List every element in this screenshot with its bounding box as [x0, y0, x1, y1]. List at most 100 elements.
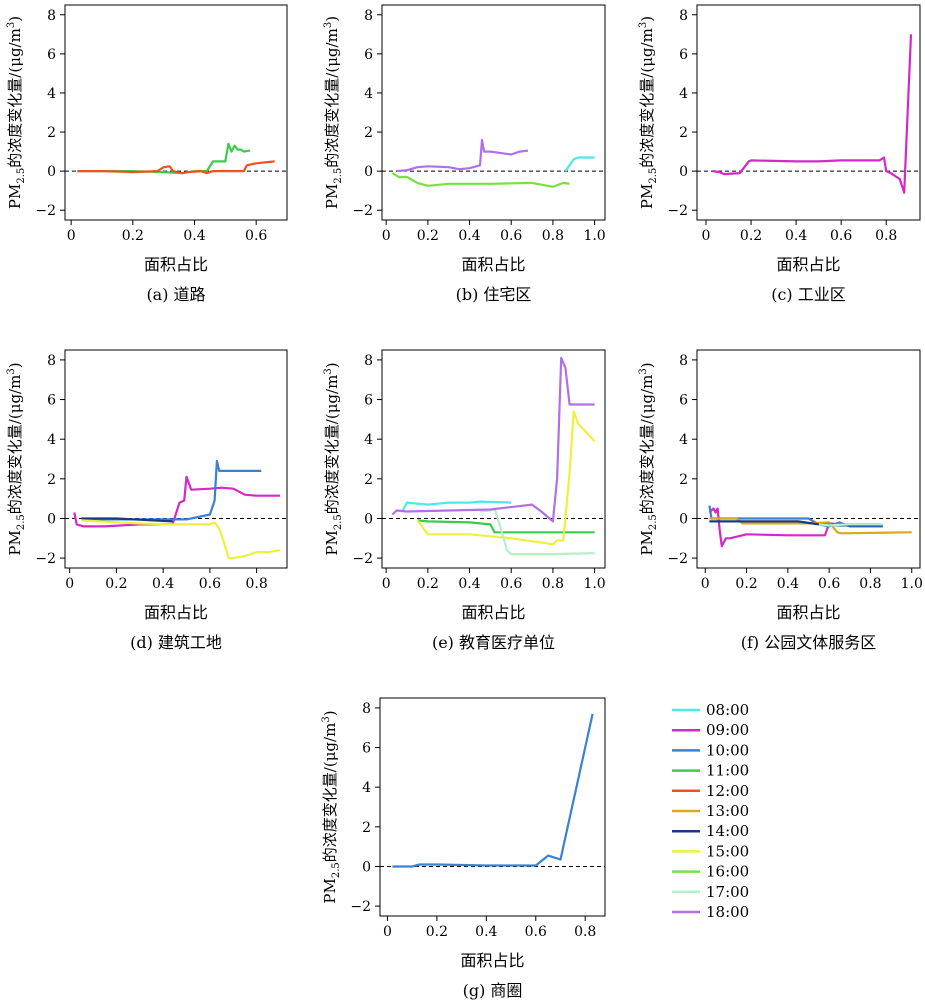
panel-caption: (b) 住宅区: [456, 285, 532, 304]
y-tick-label: 6: [362, 741, 371, 757]
y-axis-label-part: 2.5: [331, 862, 342, 878]
x-axis-label: 面积占比: [144, 255, 208, 274]
y-tick-label: 2: [679, 125, 688, 141]
y-tick-label: 0: [364, 511, 373, 527]
y-axis-label-part: 的浓度变化量/(μg/m: [321, 723, 339, 863]
y-axis-label-part: 3: [6, 22, 17, 28]
y-tick-label: 8: [364, 353, 373, 369]
legend: 08:00 09:00 10:00 11:00 12:00 13:00 14:00 15:00…: [672, 701, 749, 921]
y-tick-label: 8: [679, 8, 688, 24]
series-line: [81, 519, 281, 560]
legend-label: 16:00: [706, 863, 749, 881]
y-axis-label-part: PM: [321, 878, 339, 903]
series-line: [81, 517, 173, 523]
y-tick-label: 0: [679, 164, 688, 180]
y-axis-label-part: 的浓度变化量/(μg/m: [638, 28, 656, 168]
panel-caption: (f) 公园文体服务区: [741, 633, 877, 652]
y-axis-label-part: PM: [323, 184, 341, 209]
y-axis-label-part: 的浓度变化量/(μg/m: [638, 375, 656, 515]
y-axis-label-part: 2.5: [648, 168, 659, 184]
y-axis-label-part: 的浓度变化量/(μg/m: [6, 28, 24, 168]
y-axis-label-part: ): [6, 16, 24, 22]
y-tick-label: 6: [47, 393, 56, 409]
y-tick-label: 4: [679, 86, 688, 102]
x-tick-label: 0.2: [417, 228, 439, 244]
legend-label: 10:00: [706, 741, 749, 759]
y-axis-label-part: ): [323, 362, 341, 368]
y-tick-label: 6: [679, 47, 688, 63]
x-tick-label: 0.2: [735, 576, 757, 592]
y-tick-label: 4: [362, 780, 371, 796]
chart-panel: 0 0.2 0.4 0.6 0.8 −2 0 2 4 6 8 面积占比 PM2.5的浓度变化量/(μg/…: [6, 349, 288, 652]
y-tick-label: 2: [47, 472, 56, 488]
x-tick-label: 0: [701, 576, 710, 592]
chart-panel: 0 0.2 0.4 0.6 0.8 1.0 −2 0 2 4 6 8 面积占比 PM2.5的浓度变化量/(…: [323, 4, 606, 304]
x-tick-label: 0.6: [245, 228, 267, 244]
y-axis-label-part: 2.5: [648, 514, 659, 530]
y-axis-label: PM2.5的浓度变化量/(μg/m3): [638, 362, 659, 555]
x-tick-label: 0: [67, 228, 76, 244]
y-tick-label: 4: [47, 432, 56, 448]
x-tick-label: 0: [382, 576, 391, 592]
chart-panel: 0 0.2 0.4 0.6 0.8 1.0 −2 0 2 4 6 8 面积占比 PM2.5的浓度变化量/(…: [638, 349, 923, 652]
panel-caption: (c) 工业区: [771, 285, 846, 304]
y-tick-label: 2: [364, 472, 373, 488]
series-line: [391, 172, 570, 188]
plot-frame: [64, 349, 288, 569]
y-axis-label-part: 3: [638, 368, 649, 374]
series-line: [416, 410, 596, 546]
y-axis-label-part: 2.5: [333, 168, 344, 184]
y-axis-label: PM2.5的浓度变化量/(μg/m3): [321, 710, 342, 903]
x-axis-label: 面积占比: [460, 951, 524, 970]
legend-label: 15:00: [706, 842, 749, 860]
y-tick-label: 8: [47, 8, 56, 24]
x-tick-label: 1.0: [583, 576, 605, 592]
y-axis-label-part: ): [321, 710, 339, 716]
x-tick-label: 0.4: [458, 228, 480, 244]
plot-frame: [379, 697, 606, 917]
y-tick-label: 8: [47, 353, 56, 369]
y-tick-label: 0: [362, 859, 371, 875]
panel-caption: (e) 教育医疗单位: [432, 633, 555, 652]
y-axis-label-part: 的浓度变化量/(μg/m: [6, 375, 24, 515]
y-tick-label: 0: [679, 511, 688, 527]
x-tick-label: 0.2: [105, 576, 127, 592]
y-tick-label: −2: [350, 899, 371, 915]
y-tick-label: −2: [352, 203, 373, 219]
y-tick-label: −2: [35, 551, 56, 567]
series-line: [391, 356, 595, 523]
y-axis-label: PM2.5的浓度变化量/(μg/m3): [323, 362, 344, 555]
y-tick-label: 6: [364, 47, 373, 63]
y-tick-label: −2: [667, 551, 688, 567]
chart-panel: 0 0.2 0.4 0.6 −2 0 2 4 6 8 面积占比 PM2.5的浓度变化量/(μg/m3)…: [6, 4, 288, 304]
x-tick-label: 0.4: [475, 924, 497, 940]
legend-label: 08:00: [706, 701, 749, 719]
y-axis-label-part: 2.5: [16, 168, 27, 184]
y-tick-label: 0: [364, 164, 373, 180]
y-tick-label: 4: [679, 432, 688, 448]
x-tick-label: 0.2: [417, 576, 439, 592]
y-tick-label: 6: [364, 393, 373, 409]
y-tick-label: 6: [679, 393, 688, 409]
series-line: [417, 519, 595, 534]
series-line: [73, 475, 280, 528]
y-tick-label: 2: [362, 820, 371, 836]
y-tick-label: −2: [352, 551, 373, 567]
y-tick-label: 6: [47, 47, 56, 63]
series-line: [818, 523, 883, 527]
x-tick-label: 0.2: [426, 924, 448, 940]
plot-frame: [696, 349, 921, 569]
y-axis-label-part: PM: [638, 530, 656, 555]
y-axis-label-part: 的浓度变化量/(μg/m: [323, 28, 341, 168]
x-tick-label: 1.0: [583, 228, 605, 244]
x-tick-label: 0.2: [740, 228, 762, 244]
legend-label: 13:00: [706, 802, 749, 820]
plot-frame: [381, 4, 606, 221]
x-tick-label: 0: [702, 228, 711, 244]
x-tick-label: 0.8: [245, 576, 267, 592]
y-axis-label: PM2.5的浓度变化量/(μg/m3): [323, 16, 344, 209]
y-axis-label-part: PM: [6, 530, 24, 555]
x-axis-label: 面积占比: [776, 603, 840, 622]
y-tick-label: 0: [47, 164, 56, 180]
